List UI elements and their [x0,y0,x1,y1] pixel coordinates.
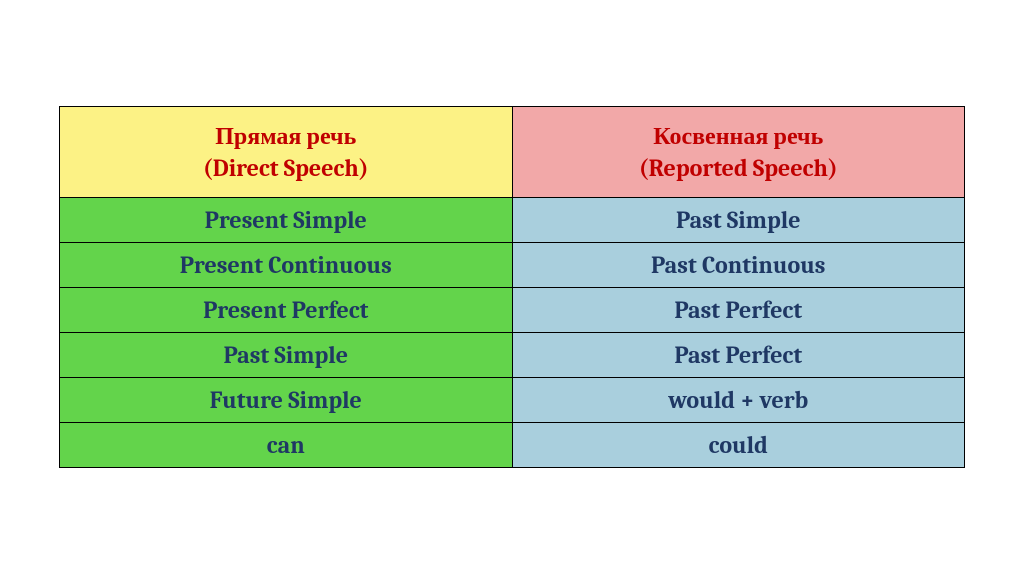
table-row: can could [60,423,965,468]
header-direct-line2: (Direct Speech) [60,152,512,184]
cell-reported: Past Continuous [512,243,965,288]
cell-direct: Past Simple [60,333,513,378]
header-reported-line1: Косвенная речь [513,120,965,152]
cell-reported: could [512,423,965,468]
page-container: Прямая речь (Direct Speech) Косвенная ре… [0,0,1024,574]
cell-reported: Past Perfect [512,288,965,333]
cell-reported: Past Simple [512,198,965,243]
cell-direct: Present Simple [60,198,513,243]
header-reported-speech: Косвенная речь (Reported Speech) [512,107,965,198]
cell-direct: Future Simple [60,378,513,423]
cell-reported: would + verb [512,378,965,423]
table-row: Present Simple Past Simple [60,198,965,243]
header-direct-speech: Прямая речь (Direct Speech) [60,107,513,198]
header-direct-line1: Прямая речь [60,120,512,152]
header-reported-line2: (Reported Speech) [513,152,965,184]
cell-direct: can [60,423,513,468]
cell-direct: Present Perfect [60,288,513,333]
table-header-row: Прямая речь (Direct Speech) Косвенная ре… [60,107,965,198]
table-row: Present Perfect Past Perfect [60,288,965,333]
cell-reported: Past Perfect [512,333,965,378]
table-row: Past Simple Past Perfect [60,333,965,378]
table-row: Future Simple would + verb [60,378,965,423]
cell-direct: Present Continuous [60,243,513,288]
table-row: Present Continuous Past Continuous [60,243,965,288]
speech-table: Прямая речь (Direct Speech) Косвенная ре… [59,106,965,468]
table-body: Present Simple Past Simple Present Conti… [60,198,965,468]
